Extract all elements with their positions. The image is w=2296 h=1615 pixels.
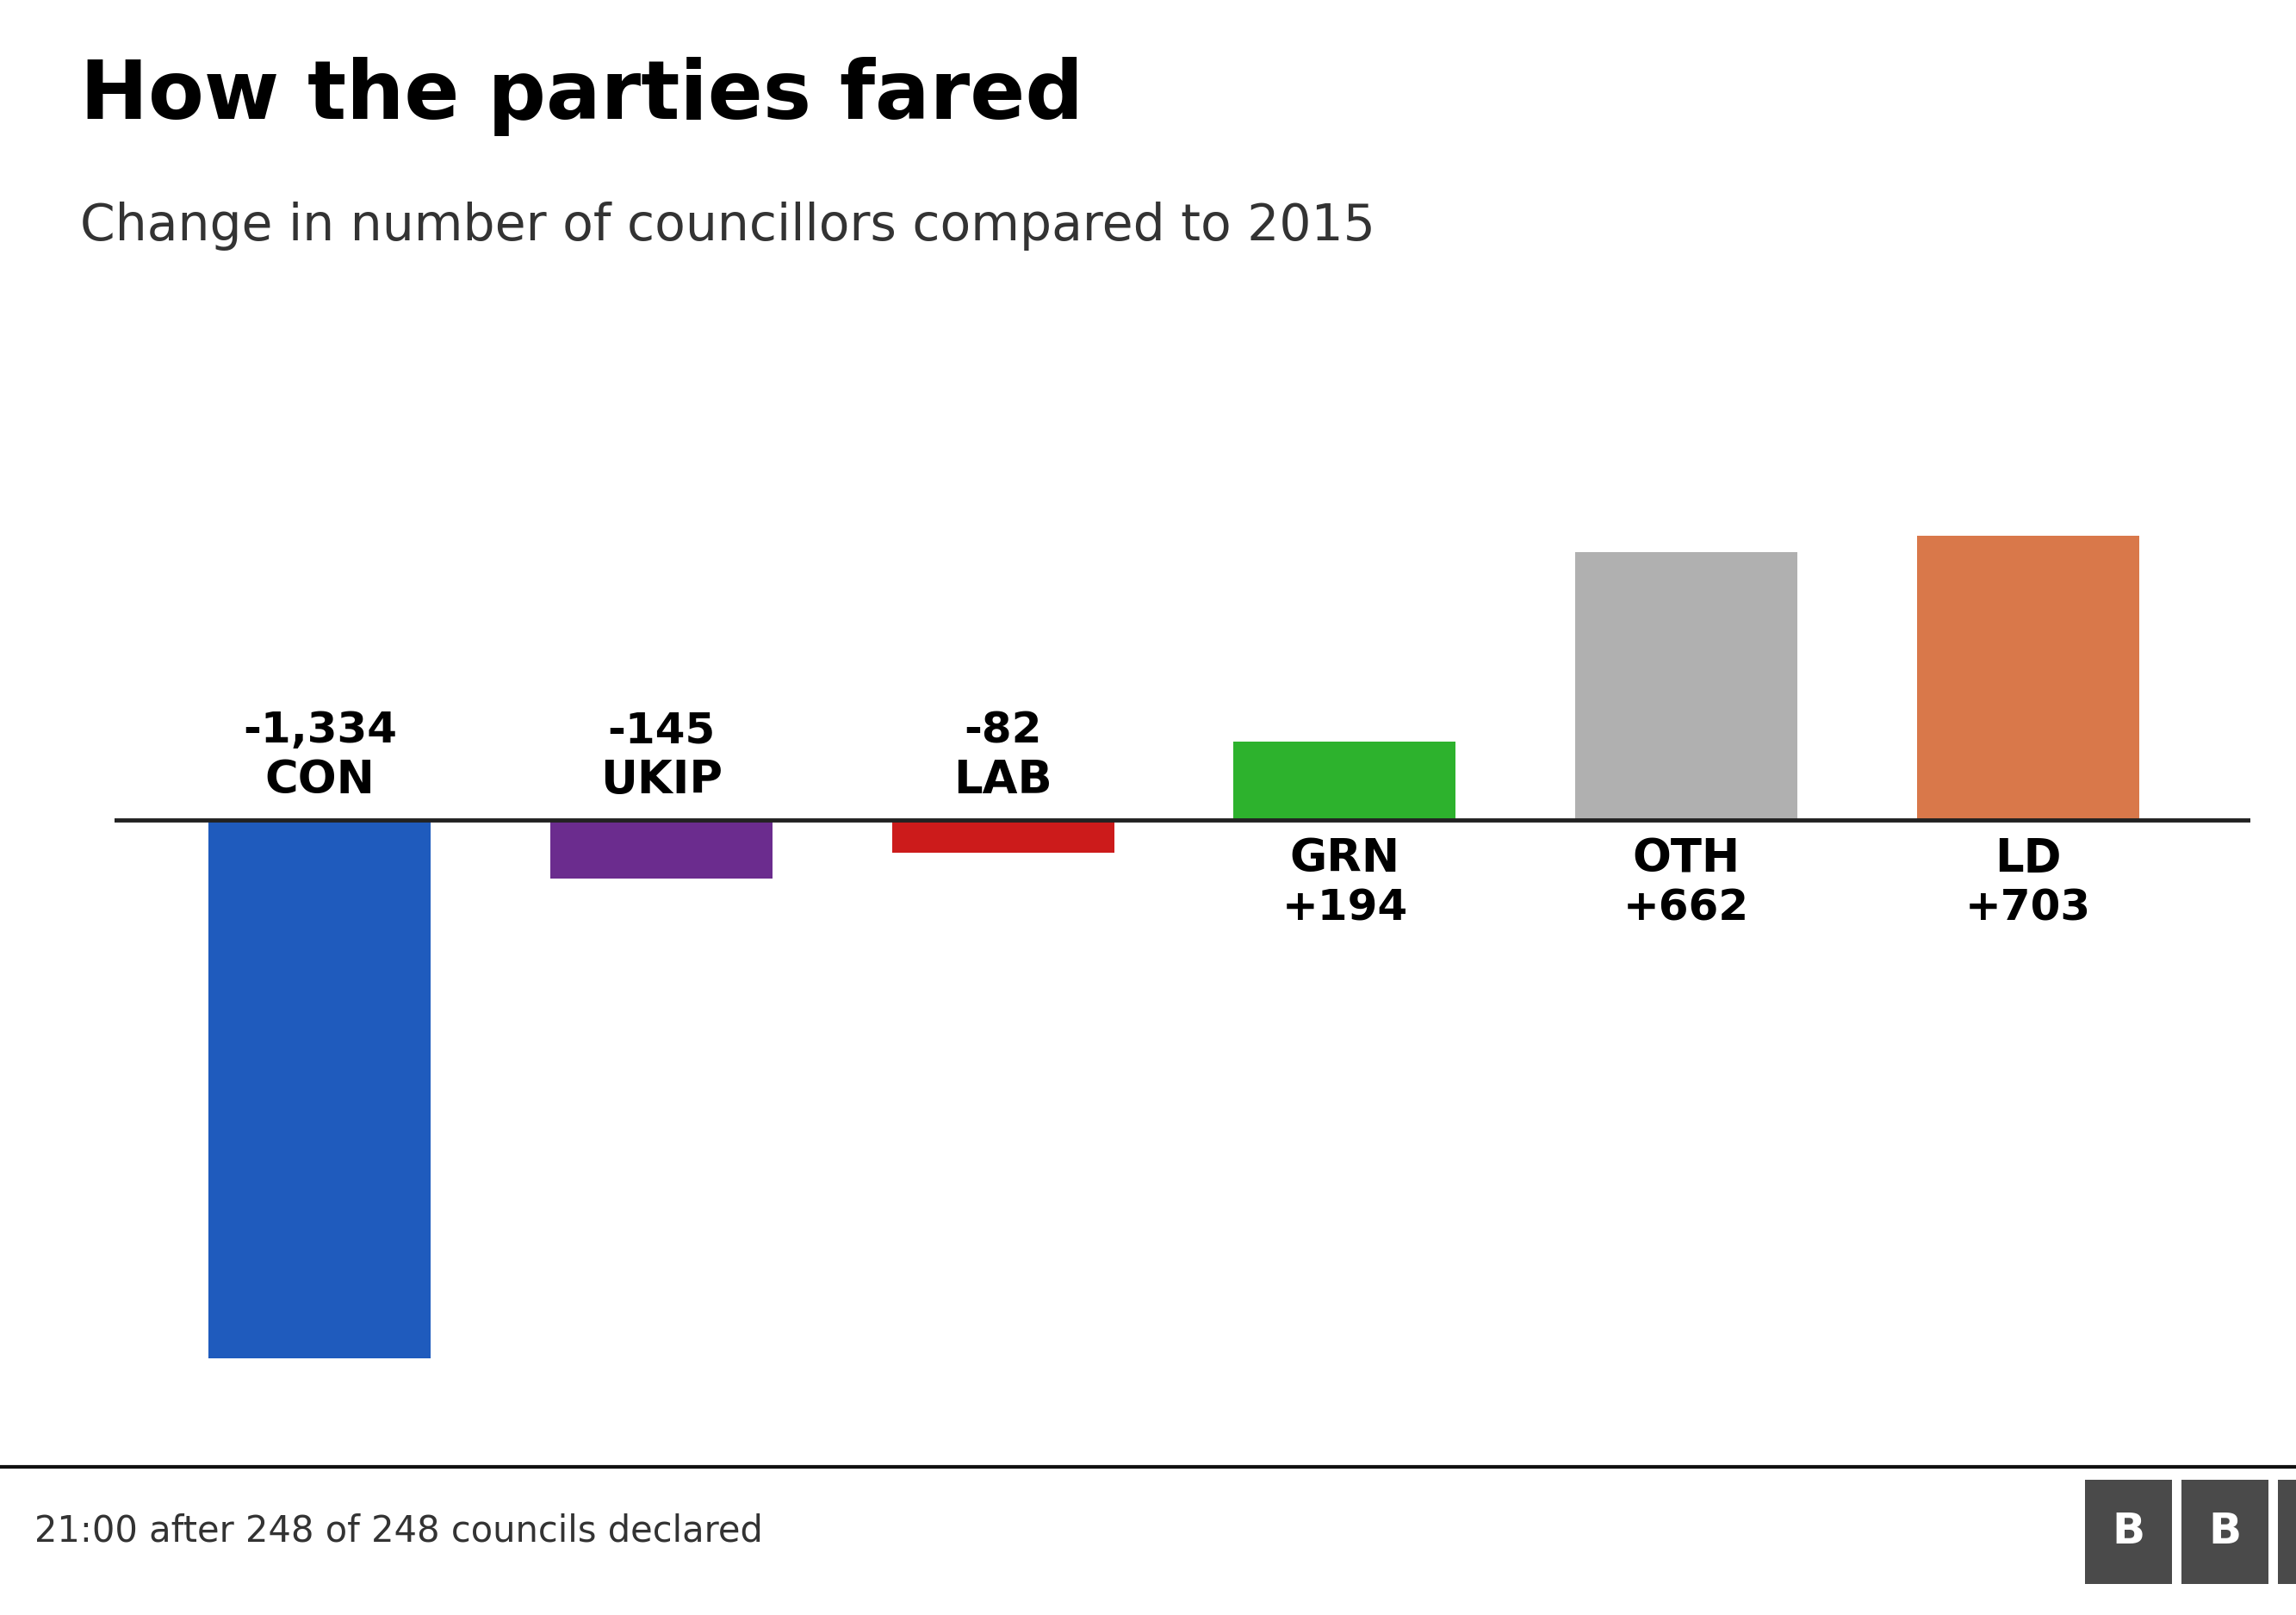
Bar <box>893 819 1114 853</box>
Text: 21:00 after 248 of 248 councils declared: 21:00 after 248 of 248 councils declared <box>34 1513 762 1549</box>
Bar <box>1575 552 1798 819</box>
Bar <box>551 819 771 879</box>
Text: GRN: GRN <box>1290 837 1401 882</box>
Text: Change in number of councillors compared to 2015: Change in number of councillors compared… <box>80 202 1375 250</box>
Text: -1,334: -1,334 <box>243 711 397 751</box>
Text: +194: +194 <box>1281 888 1407 929</box>
Text: -82: -82 <box>964 711 1042 751</box>
Text: +662: +662 <box>1623 888 1750 929</box>
Text: How the parties fared: How the parties fared <box>80 57 1084 136</box>
Text: LAB: LAB <box>953 757 1052 803</box>
Bar <box>1917 536 2140 819</box>
Bar <box>209 819 432 1358</box>
Bar <box>1233 741 1456 819</box>
Text: B: B <box>2112 1512 2144 1552</box>
Text: CON: CON <box>264 757 374 803</box>
Text: B: B <box>2209 1512 2241 1552</box>
Text: LD: LD <box>1995 837 2062 882</box>
Text: UKIP: UKIP <box>599 757 723 803</box>
Text: +703: +703 <box>1965 888 2092 929</box>
Text: OTH: OTH <box>1632 837 1740 882</box>
Text: -145: -145 <box>608 711 716 751</box>
